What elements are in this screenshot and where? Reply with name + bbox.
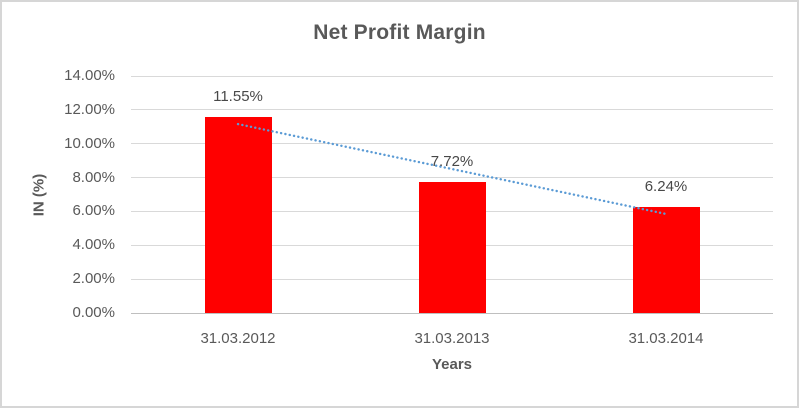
y-tick-label: 10.00% xyxy=(64,134,115,152)
y-tick-label: 6.00% xyxy=(72,202,115,220)
y-tick-label: 12.00% xyxy=(64,100,115,118)
x-tick-label: 31.03.2014 xyxy=(628,330,704,347)
y-tick-label: 0.00% xyxy=(72,304,115,321)
x-tick-label: 31.03.2012 xyxy=(200,330,276,347)
y-tick-label: 8.00% xyxy=(72,168,115,186)
y-tick-label: 14.00% xyxy=(64,67,115,84)
data-label: 6.24% xyxy=(644,178,688,196)
y-tick-label: 2.00% xyxy=(72,270,115,288)
x-axis-line xyxy=(131,312,773,314)
y-tick-label: 4.00% xyxy=(72,236,115,254)
gridline xyxy=(131,75,773,77)
bar xyxy=(632,207,700,313)
chart-title: Net Profit Margin xyxy=(313,21,486,44)
gridline xyxy=(131,109,773,111)
bar xyxy=(418,182,486,313)
bar xyxy=(204,117,272,313)
data-label: 11.55% xyxy=(213,88,263,106)
data-label: 7.72% xyxy=(430,153,474,171)
x-tick-label: 31.03.2013 xyxy=(414,330,490,347)
x-axis-title: Years xyxy=(431,356,473,373)
